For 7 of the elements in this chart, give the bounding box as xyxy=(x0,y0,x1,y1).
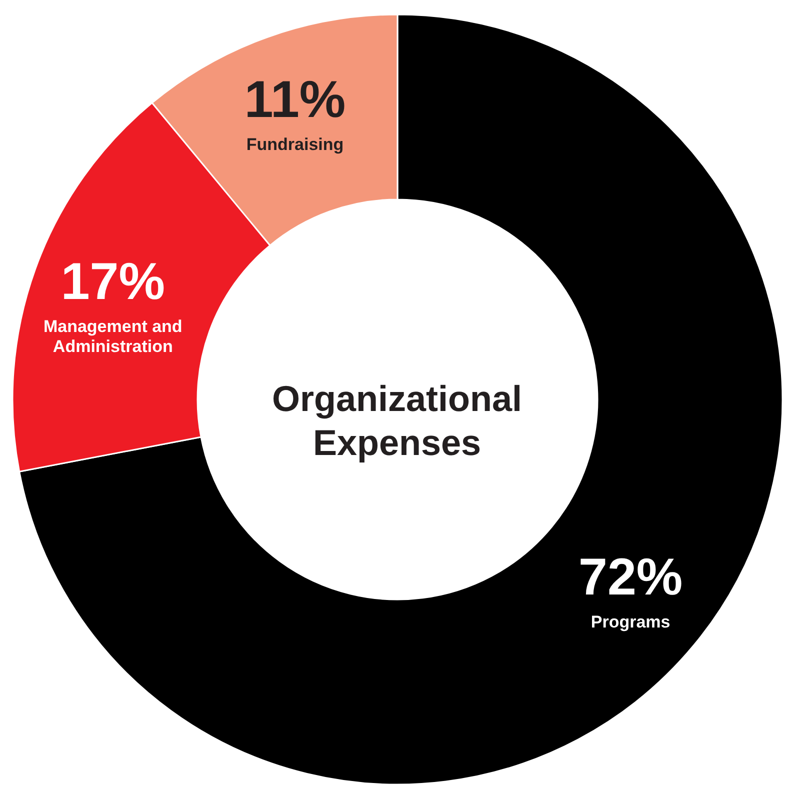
data-label: 72% xyxy=(578,548,683,606)
data-label: 17% xyxy=(60,253,165,312)
data-label: 11% xyxy=(244,70,346,129)
slice-label: Management and Administration xyxy=(43,317,182,356)
slice-label: Fundraising xyxy=(246,134,344,154)
text: Organizational Expenses xyxy=(272,378,522,463)
slice-label: Programs xyxy=(590,612,670,632)
